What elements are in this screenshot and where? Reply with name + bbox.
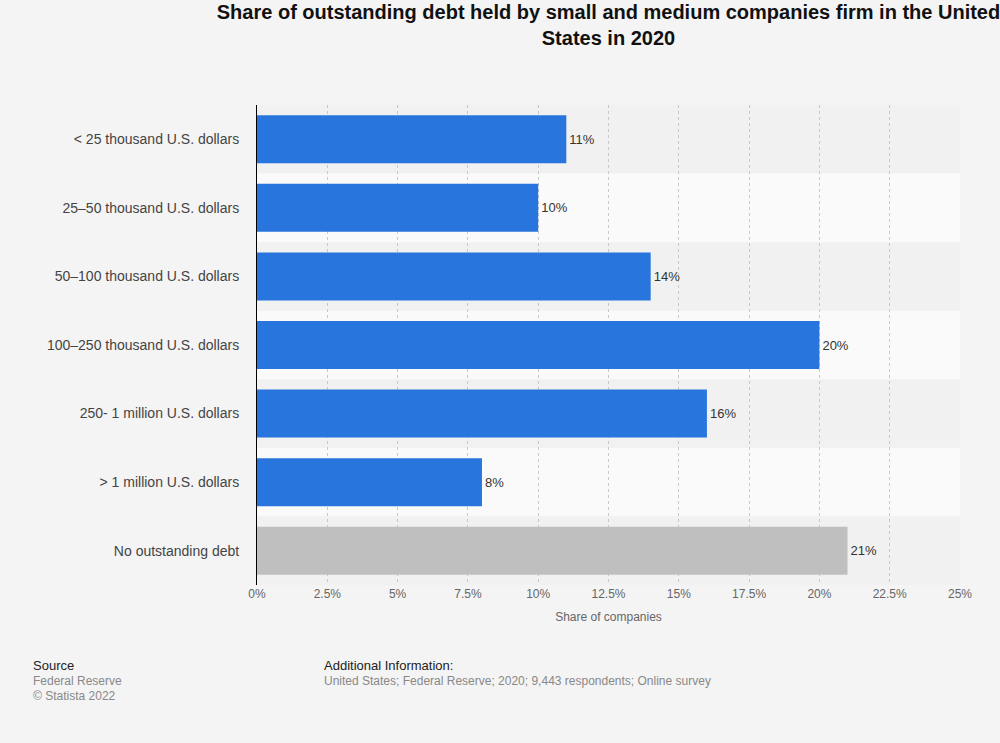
svg-text:5%: 5% xyxy=(389,587,407,601)
svg-text:25–50 thousand U.S. dollars: 25–50 thousand U.S. dollars xyxy=(63,200,240,216)
svg-text:0%: 0% xyxy=(248,587,266,601)
html-text:United States; Federal Reserve: United States; Federal Reserve; 2020; 9,… xyxy=(324,674,711,688)
svg-text:Share of outstanding debt held: Share of outstanding debt held by small … xyxy=(217,1,1000,49)
svg-text:10%: 10% xyxy=(541,200,567,215)
html-text:Source: Source xyxy=(33,658,75,673)
svg-text:14%: 14% xyxy=(654,269,680,284)
svg-text:250- 1 million U.S. dollars: 250- 1 million U.S. dollars xyxy=(80,405,240,421)
svg-text:> 1 million U.S. dollars: > 1 million U.S. dollars xyxy=(100,474,240,490)
svg-text:Share of companies: Share of companies xyxy=(555,610,662,624)
svg-text:25%: 25% xyxy=(948,587,972,601)
svg-text:16%: 16% xyxy=(710,406,736,421)
svg-text:22.5%: 22.5% xyxy=(873,587,907,601)
svg-text:2.5%: 2.5% xyxy=(314,587,342,601)
svg-text:21%: 21% xyxy=(851,543,877,558)
svg-text:8%: 8% xyxy=(485,475,504,490)
svg-text:50–100 thousand U.S. dollars: 50–100 thousand U.S. dollars xyxy=(55,268,239,284)
svg-text:100–250 thousand U.S. dollars: 100–250 thousand U.S. dollars xyxy=(47,337,239,353)
svg-text:7.5%: 7.5% xyxy=(454,587,482,601)
svg-text:12.5%: 12.5% xyxy=(591,587,625,601)
html-text:© Statista 2022: © Statista 2022 xyxy=(33,689,116,703)
svg-text:11%: 11% xyxy=(569,132,594,147)
html-text:Additional Information:: Additional Information: xyxy=(324,658,454,673)
html-text:Federal Reserve: Federal Reserve xyxy=(33,674,122,688)
svg-text:15%: 15% xyxy=(667,587,691,601)
svg-text:10%: 10% xyxy=(526,587,550,601)
svg-text:20%: 20% xyxy=(807,587,831,601)
svg-text:< 25 thousand U.S. dollars: < 25 thousand U.S. dollars xyxy=(74,131,239,147)
svg-text:No outstanding debt: No outstanding debt xyxy=(114,543,239,559)
svg-text:17.5%: 17.5% xyxy=(732,587,766,601)
svg-text:20%: 20% xyxy=(822,338,848,353)
